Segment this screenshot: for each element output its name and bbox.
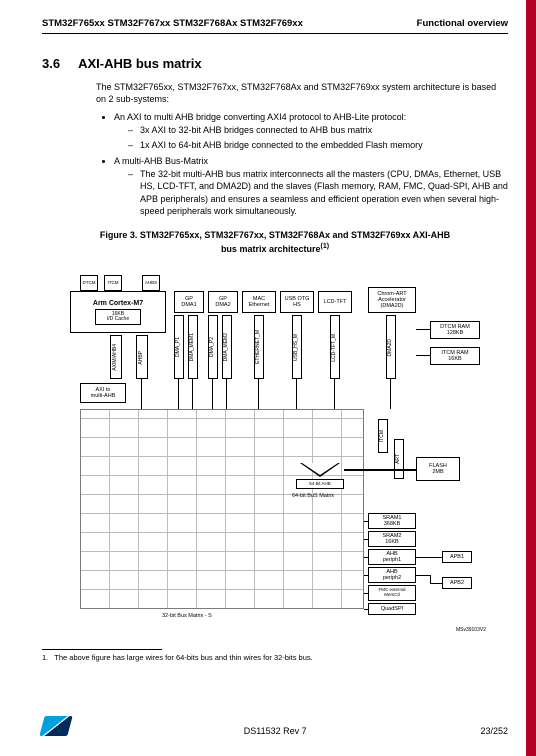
fmc: FMC externalMemCtl — [368, 585, 416, 601]
bullet-list: An AXI to multi AHB bridge converting AX… — [114, 111, 508, 218]
vbus-eth: ETHERNET_M — [254, 315, 264, 379]
wire — [364, 539, 368, 540]
master-gpdma2: GPDMA2 — [208, 291, 238, 313]
section-number: 3.6 — [42, 56, 60, 71]
vbus-dmamem1: DMA_MEM1 — [188, 315, 198, 379]
bus-matrix-grid — [80, 409, 364, 609]
vbus-ahbp: AHBP — [136, 335, 148, 379]
intro-text: The STM32F765xx, STM32F767xx, STM32F768A… — [96, 81, 508, 105]
sram1: SRAM1368KB — [368, 513, 416, 529]
list-item: The 32-bit multi-AHB bus matrix intercon… — [128, 168, 508, 218]
list-item: An AXI to multi AHB bridge converting AX… — [114, 111, 508, 152]
sram2: SRAM216KB — [368, 531, 416, 547]
caption-sup: (1) — [320, 243, 329, 250]
header-right: Functional overview — [417, 18, 508, 29]
master-gpdma1: GPDMA1 — [174, 291, 204, 313]
list-item: A multi-AHB Bus-Matrix The 32-bit multi-… — [114, 155, 508, 218]
footnote-text: The above figure has large wires for 64-… — [54, 653, 312, 662]
wire — [416, 355, 430, 356]
master-dma2d: Chrom-ARTAccelerator(DMA2D) — [368, 287, 416, 313]
wire — [192, 379, 193, 409]
cache-box: 16KBI/D Cache — [95, 309, 141, 325]
page-header: STM32F765xx STM32F767xx STM32F768Ax STM3… — [42, 18, 508, 34]
itcm-vert: ITCM — [378, 419, 388, 453]
wire — [364, 575, 368, 576]
itcm-ram: ITCM RAM16KB — [430, 347, 480, 365]
vbus-dma2d: DMA2D — [386, 315, 396, 379]
bus-matrix-diagram: Arm Cortex-M7 16KBI/D Cache DTCM ITCM AH… — [70, 263, 490, 643]
bus64-label: 64-bit BuS Matrix — [292, 493, 334, 499]
vbus-axim: AXIM/AHB4 — [110, 335, 122, 379]
footnote-rule — [42, 649, 162, 650]
cpu-label: Arm Cortex-M7 — [93, 300, 143, 308]
wire — [390, 379, 391, 409]
wire — [430, 575, 431, 583]
bus64-bridge: 64-bit AHB — [296, 479, 344, 489]
footnote: 1. The above figure has large wires for … — [42, 653, 508, 662]
diagram-rev: MSv39103V2 — [456, 627, 486, 633]
st-logo-icon — [39, 716, 72, 736]
vbus-lcd: LCD-TFT_M — [330, 315, 340, 379]
header-left: STM32F765xx STM32F767xx STM32F768Ax STM3… — [42, 18, 303, 29]
wire — [430, 583, 442, 584]
section-heading: 3.6 AXI-AHB bus matrix — [42, 56, 508, 71]
section-title: AXI-AHB bus matrix — [78, 56, 202, 71]
dtcm-ram: DTCM RAM128KB — [430, 321, 480, 339]
wire — [334, 379, 335, 409]
cpu-box: Arm Cortex-M7 16KBI/D Cache — [70, 291, 166, 333]
dtcm-port: DTCM — [80, 275, 98, 291]
ahb-p2: AHBperiph2 — [368, 567, 416, 583]
wire — [258, 379, 259, 409]
list-item: 3x AXI to 32-bit AHB bridges connected t… — [128, 124, 508, 137]
caption-line: bus matrix architecture — [221, 244, 321, 254]
wire — [364, 557, 368, 558]
ahb-p1: AHBperiph1 — [368, 549, 416, 565]
bus32-label: 32-bit Bus Matrix - S — [162, 613, 212, 619]
vbus-dmap1: DMA_P1 — [174, 315, 184, 379]
art-box: ART — [394, 439, 404, 479]
master-mac: MACEthernet — [242, 291, 276, 313]
wire — [364, 593, 368, 594]
mux-triangle-inner — [302, 463, 338, 475]
wire — [141, 379, 142, 409]
flash-box: FLASH2MB — [416, 457, 460, 481]
vbus-usb: USB_HS_M — [292, 315, 302, 379]
page-number: 23/252 — [480, 726, 508, 736]
apb1: APB1 — [442, 551, 472, 563]
wire — [296, 379, 297, 409]
quadspi: QuadSPI — [368, 603, 416, 615]
figure-caption: Figure 3. STM32F765xx, STM32F767xx, STM3… — [82, 230, 468, 255]
wire — [416, 575, 430, 576]
apb2: APB2 — [442, 577, 472, 589]
master-lcd: LCD-TFT — [318, 291, 352, 313]
footnote-num: 1. — [42, 653, 48, 662]
axi-bridge: AXI tomulti-AHB — [80, 383, 126, 403]
wire — [416, 329, 430, 330]
side-tab — [526, 0, 536, 756]
bullet-text: An AXI to multi AHB bridge converting AX… — [114, 112, 406, 122]
vbus-dmap2: DMA_P2 — [208, 315, 218, 379]
bullet-text: A multi-AHB Bus-Matrix — [114, 156, 208, 166]
ahbs-port: AHBS — [142, 275, 160, 291]
wire — [364, 609, 368, 610]
caption-line: Figure 3. STM32F765xx, STM32F767xx, STM3… — [100, 230, 450, 240]
vbus-dmamem2: DMA_MEM2 — [222, 315, 232, 379]
master-usb: USB OTGHS — [280, 291, 314, 313]
wire-64 — [344, 469, 416, 471]
doc-id: DS11532 Rev 7 — [244, 726, 307, 736]
itcm-port: ITCM — [104, 275, 122, 291]
list-item: 1x AXI to 64-bit AHB bridge connected to… — [128, 139, 508, 152]
wire — [212, 379, 213, 409]
wire — [226, 379, 227, 409]
wire — [364, 521, 368, 522]
page-footer: DS11532 Rev 7 23/252 — [42, 716, 508, 736]
wire — [178, 379, 179, 409]
wire — [416, 557, 442, 558]
